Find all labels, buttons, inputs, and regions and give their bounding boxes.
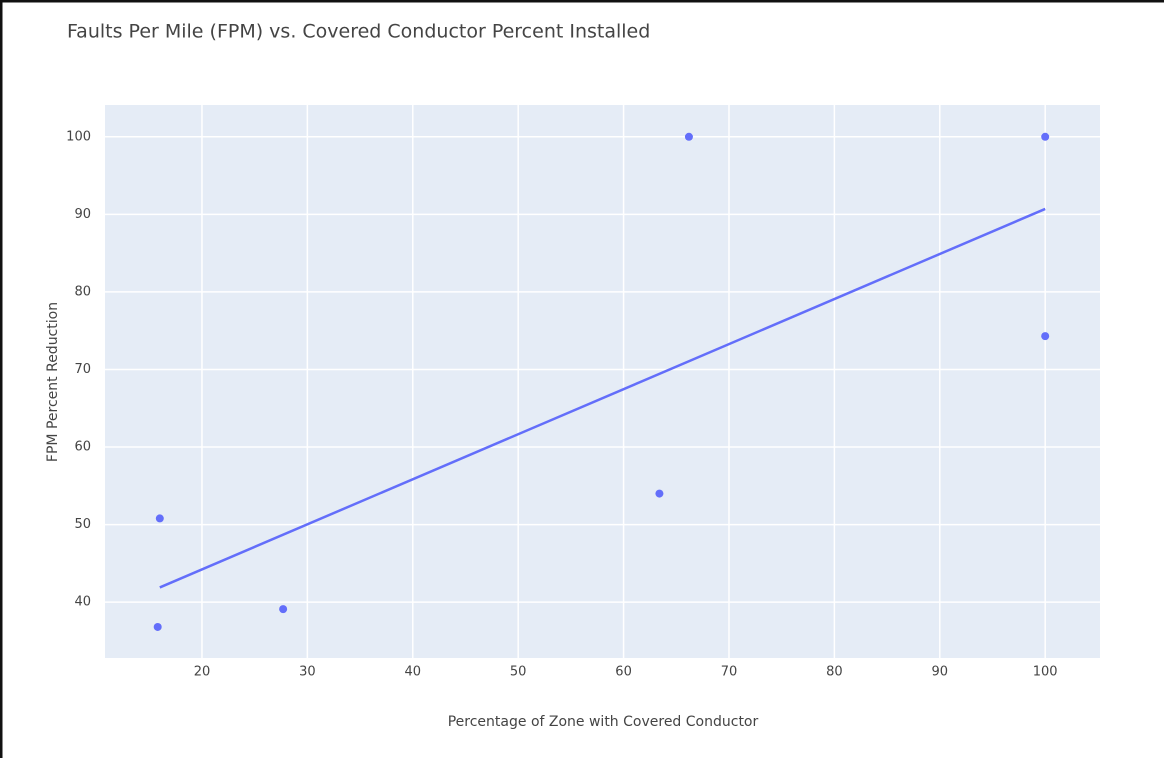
y-tick-label: 50 bbox=[74, 517, 91, 532]
y-tick-label: 90 bbox=[74, 207, 91, 222]
data-point bbox=[1041, 332, 1050, 341]
x-tick-label: 50 bbox=[510, 665, 527, 680]
x-tick-label: 70 bbox=[721, 665, 738, 680]
y-tick-label: 70 bbox=[74, 362, 91, 377]
x-axis-label: Percentage of Zone with Covered Conducto… bbox=[448, 714, 759, 730]
trend-line bbox=[159, 207, 1046, 589]
data-point bbox=[655, 489, 664, 498]
x-tick-label: 90 bbox=[932, 665, 949, 680]
y-tick-label: 60 bbox=[74, 440, 91, 455]
data-point bbox=[153, 622, 162, 631]
data-point bbox=[1041, 132, 1050, 141]
x-tick-label: 60 bbox=[615, 665, 632, 680]
y-tick-label: 40 bbox=[74, 595, 91, 610]
x-tick-label: 40 bbox=[405, 665, 422, 680]
y-tick-label: 100 bbox=[66, 129, 91, 144]
x-tick-label: 80 bbox=[826, 665, 843, 680]
plot-background bbox=[105, 105, 1100, 658]
data-point bbox=[279, 605, 288, 614]
chart-title: Faults Per Mile (FPM) vs. Covered Conduc… bbox=[67, 21, 650, 43]
x-tick-label: 100 bbox=[1033, 665, 1058, 680]
data-point bbox=[684, 132, 693, 141]
x-tick-label: 30 bbox=[299, 665, 316, 680]
y-axis-label: FPM Percent Reduction bbox=[45, 302, 61, 462]
y-tick-label: 80 bbox=[74, 284, 91, 299]
data-point bbox=[155, 514, 164, 523]
x-tick-label: 20 bbox=[194, 665, 211, 680]
